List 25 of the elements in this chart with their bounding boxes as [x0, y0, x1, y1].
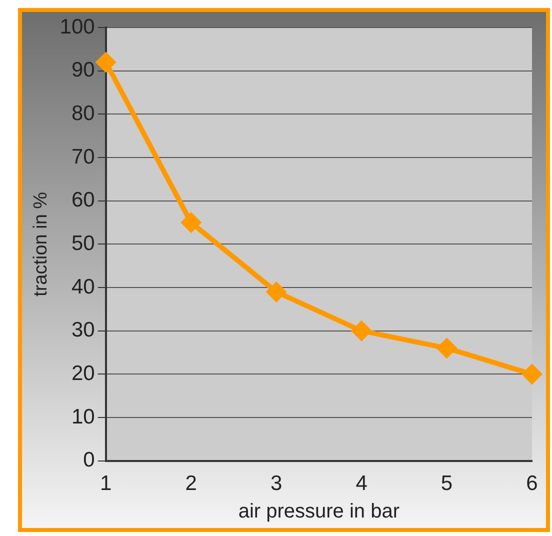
y-tick-label: 30	[71, 318, 95, 342]
y-tick-label: 70	[71, 145, 95, 168]
y-axis-title: traction in %	[30, 192, 52, 296]
x-tick-label: 1	[100, 472, 112, 496]
x-tick-label: 3	[270, 472, 282, 496]
point	[266, 282, 286, 302]
x-tick-label: 2	[185, 472, 197, 496]
y-tick-label: 100	[60, 15, 95, 38]
point	[437, 338, 456, 358]
point	[96, 52, 116, 72]
x-axis-title: air pressure in bar	[238, 500, 400, 523]
point	[352, 321, 372, 340]
x-tick-label: 5	[440, 472, 453, 496]
point	[522, 364, 542, 384]
y-tick-label: 40	[71, 275, 95, 298]
point	[182, 213, 201, 232]
y-tick-label: 80	[71, 102, 95, 126]
y-tick-label: 60	[71, 188, 95, 212]
y-tick-label: 90	[71, 58, 95, 82]
x-tick-label: 6	[526, 472, 538, 496]
y-tick-label: 20	[71, 362, 95, 385]
x-tick-label: 4	[356, 472, 368, 496]
y-tick-label: 50	[71, 232, 95, 255]
y-tick-label: 10	[71, 405, 95, 428]
y-tick-label: 0	[83, 448, 95, 472]
